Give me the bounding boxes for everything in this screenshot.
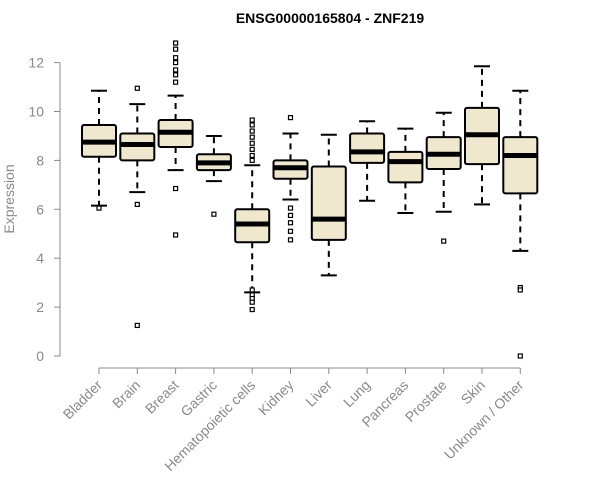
box: [387, 150, 424, 184]
outlier-point: [249, 140, 255, 146]
box-group: [157, 40, 194, 238]
outlier-point: [287, 228, 294, 234]
box: [349, 132, 386, 164]
box: [502, 136, 539, 195]
box-group: [81, 89, 117, 211]
outlier-point: [249, 128, 255, 134]
outlier-point: [211, 211, 217, 217]
outlier-point: [134, 322, 140, 329]
outlier-point: [173, 67, 179, 73]
outlier-point: [287, 115, 294, 121]
outlier-point: [249, 152, 255, 159]
x-tick-label: Skin: [458, 377, 489, 408]
y-tick-label: 10: [28, 104, 44, 120]
outlier-point: [96, 205, 102, 211]
box-group: [425, 111, 462, 244]
box-group: [195, 134, 232, 217]
y-axis-label: Expression: [1, 164, 17, 233]
outlier-point: [173, 40, 179, 46]
box-group: [272, 115, 309, 243]
outlier-point: [287, 212, 294, 219]
outlier-point: [249, 287, 255, 293]
outlier-point: [134, 201, 140, 208]
outlier-point: [173, 79, 179, 85]
box-group: [464, 65, 500, 206]
box-group: [387, 127, 424, 214]
box-group: [349, 120, 386, 202]
outlier-point: [517, 287, 523, 293]
outlier-point: [287, 220, 294, 226]
outlier-point: [287, 205, 294, 211]
outlier-point: [173, 185, 179, 192]
x-tick-label: Breast: [142, 377, 182, 417]
outlier-point: [173, 72, 179, 78]
x-tick-label: Liver: [302, 377, 335, 410]
y-tick-label: 2: [36, 299, 44, 315]
outlier-point: [134, 85, 140, 91]
outlier-point: [249, 134, 255, 140]
box-group: [310, 133, 347, 277]
outlier-point: [249, 117, 255, 123]
outlier-point: [173, 59, 179, 66]
chart-title: ENSG00000165804 - ZNF219: [236, 10, 425, 26]
x-tick-label: Lung: [340, 377, 373, 410]
y-tick-label: 6: [36, 201, 44, 217]
outlier-point: [173, 55, 179, 61]
outlier-point: [287, 237, 294, 243]
x-tick-label: Bladder: [60, 377, 106, 423]
outlier-point: [249, 299, 255, 305]
box-group: [234, 117, 271, 313]
outlier-point: [249, 146, 255, 152]
box: [310, 165, 347, 241]
outlier-point: [249, 122, 255, 128]
outlier-point: [249, 306, 255, 313]
y-tick-label: 0: [36, 348, 44, 364]
outlier-point: [517, 353, 523, 359]
outlier-point: [249, 157, 255, 163]
box-group: [119, 85, 156, 329]
y-tick-label: 12: [28, 55, 44, 71]
plot-area: [81, 40, 539, 359]
x-tick-label: Kidney: [255, 377, 297, 419]
outlier-point: [173, 232, 179, 238]
x-tick-label: Prostate: [402, 377, 450, 425]
box-group: [502, 89, 539, 359]
x-tick-label: Brain: [109, 377, 143, 411]
outlier-point: [441, 238, 447, 244]
y-tick-label: 4: [36, 250, 44, 266]
outlier-point: [173, 46, 179, 52]
y-axis: 0 2 4 6 8 10 12: [28, 55, 61, 364]
y-tick-label: 8: [36, 152, 44, 168]
